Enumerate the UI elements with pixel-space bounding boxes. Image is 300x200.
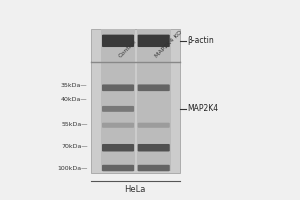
Text: 55kDa—: 55kDa— (61, 122, 88, 127)
Bar (101, 29, 135, 61)
Text: 40kDa—: 40kDa— (61, 97, 88, 102)
FancyBboxPatch shape (138, 144, 170, 151)
FancyBboxPatch shape (138, 123, 170, 128)
Text: 70kDa—: 70kDa— (61, 144, 88, 149)
FancyBboxPatch shape (102, 165, 134, 171)
FancyBboxPatch shape (138, 84, 170, 91)
FancyBboxPatch shape (102, 84, 134, 91)
FancyBboxPatch shape (102, 35, 134, 47)
Bar (136, 61, 171, 171)
Bar (136, 29, 171, 61)
Text: 100kDa—: 100kDa— (57, 166, 88, 171)
Bar (91, 29, 180, 62)
FancyBboxPatch shape (138, 165, 170, 171)
Bar (101, 61, 135, 171)
FancyBboxPatch shape (102, 144, 134, 151)
FancyBboxPatch shape (102, 106, 134, 112)
Text: 35kDa—: 35kDa— (61, 83, 88, 88)
Bar (91, 61, 180, 173)
Text: Control: Control (118, 39, 138, 59)
FancyBboxPatch shape (102, 123, 134, 128)
Text: MAP2K4 KO: MAP2K4 KO (154, 30, 183, 59)
Text: HeLa: HeLa (124, 185, 146, 194)
FancyBboxPatch shape (138, 35, 170, 47)
Text: MAP2K4: MAP2K4 (187, 104, 218, 113)
Text: β-actin: β-actin (187, 36, 214, 45)
